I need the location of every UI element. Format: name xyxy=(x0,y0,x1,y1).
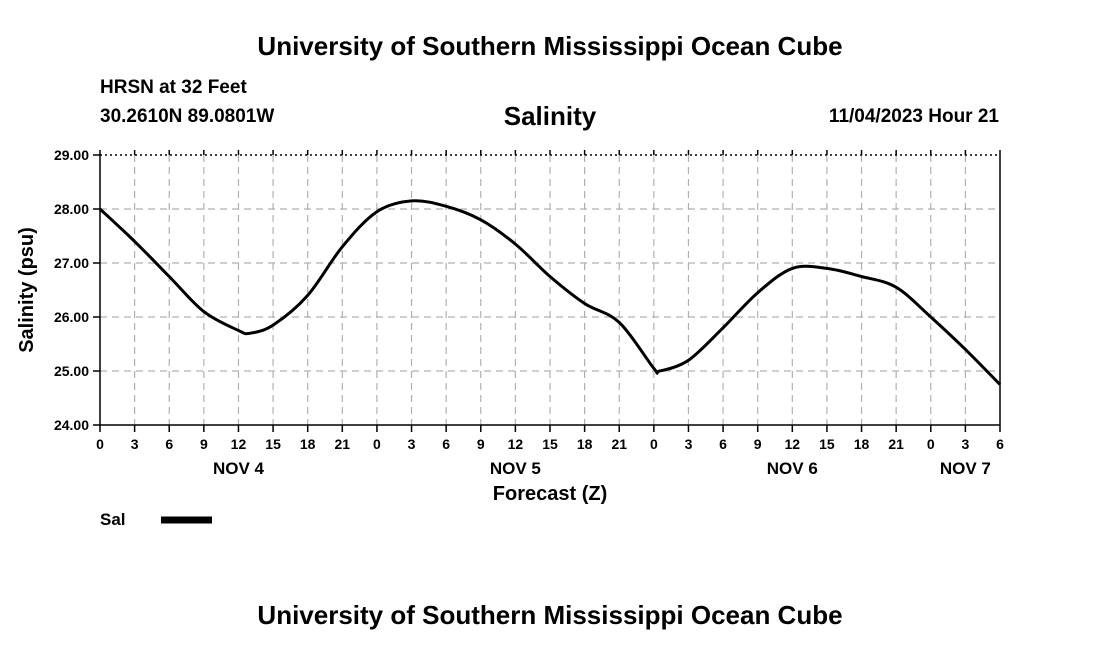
x-tick-label: 3 xyxy=(685,436,693,452)
day-label: NOV 5 xyxy=(490,459,541,478)
x-tick-label: 12 xyxy=(231,436,247,452)
x-tick-label: 6 xyxy=(996,436,1004,452)
x-tick-label: 0 xyxy=(650,436,658,452)
x-tick-label: 9 xyxy=(477,436,485,452)
y-axis-label: Salinity (psu) xyxy=(16,227,38,353)
x-tick-label: 21 xyxy=(335,436,351,452)
y-tick-label: 26.00 xyxy=(54,309,89,325)
x-tick-label: 21 xyxy=(888,436,904,452)
x-tick-label: 3 xyxy=(131,436,139,452)
page-title: University of Southern Mississippi Ocean… xyxy=(257,31,843,61)
x-tick-label: 18 xyxy=(854,436,870,452)
y-tick-label: 29.00 xyxy=(54,147,89,163)
series-line-sal xyxy=(98,199,1002,386)
chart-title: Salinity xyxy=(503,101,597,131)
x-tick-label: 21 xyxy=(611,436,627,452)
x-tick-label: 12 xyxy=(785,436,801,452)
x-tick-label: 6 xyxy=(442,436,450,452)
y-tick-label: 25.00 xyxy=(54,363,89,379)
x-tick-label: 0 xyxy=(927,436,935,452)
y-tick-label: 24.00 xyxy=(54,417,89,433)
x-tick-label: 15 xyxy=(542,436,558,452)
day-label: NOV 4 xyxy=(213,459,265,478)
x-tick-label: 0 xyxy=(373,436,381,452)
x-tick-label: 18 xyxy=(300,436,316,452)
x-tick-label: 15 xyxy=(819,436,835,452)
x-tick-label: 12 xyxy=(508,436,524,452)
tick-labels: 0 3 6 9 12 15 18 21 0 3 6 9 12 15 18 21 0 3 6 9 12 15 18 21 0 3 6 2… xyxy=(54,147,1004,478)
station-coordinates: 30.2610N 89.0801W xyxy=(100,106,275,127)
axes xyxy=(93,150,1001,432)
y-tick-label: 28.00 xyxy=(54,201,89,217)
legend-label: Sal xyxy=(100,510,126,529)
footer-title: University of Southern Mississippi Ocean… xyxy=(257,600,843,630)
day-label: NOV 6 xyxy=(767,459,818,478)
x-tick-label: 3 xyxy=(961,436,969,452)
x-tick-label: 0 xyxy=(96,436,104,452)
legend: Sal xyxy=(100,510,212,529)
x-tick-label: 18 xyxy=(577,436,593,452)
x-tick-label: 9 xyxy=(200,436,208,452)
x-tick-label: 6 xyxy=(719,436,727,452)
x-tick-label: 9 xyxy=(754,436,762,452)
x-tick-label: 6 xyxy=(165,436,173,452)
x-axis-label: Forecast (Z) xyxy=(493,483,607,505)
series xyxy=(98,199,1002,386)
x-tick-label: 3 xyxy=(408,436,416,452)
day-label: NOV 7 xyxy=(940,459,991,478)
station-label: HRSN at 32 Feet xyxy=(100,77,247,98)
grid xyxy=(100,155,1000,425)
forecast-timestamp: 11/04/2023 Hour 21 xyxy=(828,106,999,127)
y-tick-label: 27.00 xyxy=(54,255,89,271)
x-tick-label: 15 xyxy=(265,436,281,452)
